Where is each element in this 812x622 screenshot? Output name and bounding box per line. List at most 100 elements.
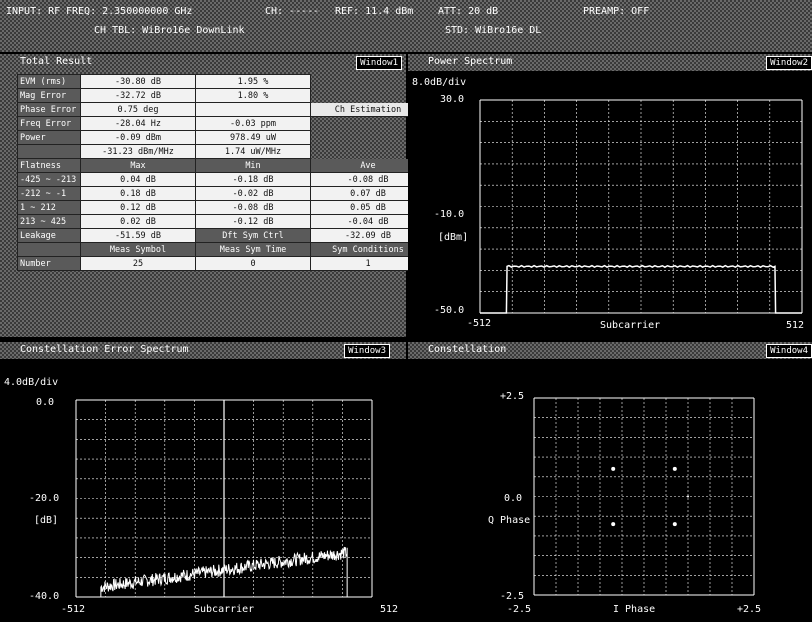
table-row: Mag Error -32.72 dB 1.80 % bbox=[17, 88, 426, 103]
attenuation-readout: ATT: 20 dB bbox=[438, 6, 499, 17]
leakage-value: -51.59 dB bbox=[80, 228, 196, 243]
flatness-min: -0.12 dB bbox=[195, 214, 311, 229]
value-db: -30.80 dB bbox=[80, 74, 196, 89]
value-db: -31.23 dBm/MHz bbox=[80, 144, 196, 159]
flatness-min: -0.02 dB bbox=[195, 186, 311, 201]
error-spectrum-plot bbox=[75, 399, 373, 598]
symbol-header-cell: Meas Sym Time bbox=[195, 242, 311, 257]
flatness-ave: 0.05 dB bbox=[310, 200, 426, 215]
error-spectrum-y-top: 0.0 bbox=[36, 397, 55, 408]
row-label: EVM (rms) bbox=[17, 74, 81, 89]
error-spectrum-y-bot: -40.0 bbox=[29, 591, 60, 602]
window3-tag[interactable]: Window3 bbox=[344, 344, 390, 358]
table-row: 1 ~ 212 0.12 dB -0.08 dB 0.05 dB bbox=[17, 200, 426, 215]
constellation-title-bar[interactable]: Constellation Window4 bbox=[408, 342, 812, 359]
status-header: INPUT: RF FREQ: 2.350000000 GHz CH: ----… bbox=[0, 0, 812, 52]
value-db: 0.75 deg bbox=[80, 102, 196, 117]
error-spectrum-y-unit: [dB] bbox=[34, 515, 59, 526]
flatness-ave: 0.07 dB bbox=[310, 186, 426, 201]
symbol-header-row: Meas Symbol Meas Sym Time Sym Conditions bbox=[17, 242, 426, 257]
total-result-table: EVM (rms) -30.80 dB 1.95 % Mag Error -32.72 … bbox=[17, 74, 426, 271]
constellation-title: Constellation bbox=[428, 344, 507, 355]
error-spectrum-scale: 4.0dB/div bbox=[4, 377, 59, 388]
error-spectrum-x-label: Subcarrier bbox=[194, 604, 255, 615]
standard-readout: STD: WiBro16e DL bbox=[445, 25, 542, 36]
flatness-range-label: 213 ~ 425 bbox=[17, 214, 81, 229]
power-spectrum-title: Power Spectrum bbox=[428, 56, 513, 67]
constellation-window[interactable]: +2.5 0.0 Q Phase -2.5 -2.5 I Phase +2.5 bbox=[408, 360, 812, 619]
flatness-min: -0.18 dB bbox=[195, 172, 311, 187]
power-spectrum-title-bar[interactable]: Power Spectrum Window2 bbox=[408, 54, 812, 71]
flatness-header-cell: Min bbox=[195, 158, 311, 173]
row-label: Phase Error bbox=[17, 102, 81, 117]
table-row: Phase Error 0.75 deg Ch Estimation bbox=[17, 102, 426, 117]
constellation-points bbox=[611, 466, 689, 527]
flatness-range-label: -212 ~ -1 bbox=[17, 186, 81, 201]
error-spectrum-x-left: -512 bbox=[61, 604, 86, 615]
power-spectrum-y-bot: -50.0 bbox=[434, 305, 465, 316]
table-row: -212 ~ -1 0.18 dB -0.02 dB 0.07 dB bbox=[17, 186, 426, 201]
number-sym-conditions: 1 bbox=[310, 256, 426, 271]
total-result-title: Total Result bbox=[20, 56, 93, 67]
flatness-min: -0.08 dB bbox=[195, 200, 311, 215]
symbol-header-cell bbox=[17, 242, 81, 257]
error-spectrum-title: Constellation Error Spectrum bbox=[20, 344, 189, 355]
symbol-header-cell: Meas Symbol bbox=[80, 242, 196, 257]
error-spectrum-title-bar[interactable]: Constellation Error Spectrum Window3 bbox=[0, 342, 406, 359]
power-spectrum-y-mid: -10.0 bbox=[434, 209, 465, 220]
total-result-title-bar[interactable]: Total Result Window1 bbox=[0, 54, 406, 71]
constellation-grid bbox=[533, 397, 755, 596]
flatness-max: 0.04 dB bbox=[80, 172, 196, 187]
table-row: -31.23 dBm/MHz 1.74 uW/MHz bbox=[17, 144, 426, 159]
flatness-range-label: 1 ~ 212 bbox=[17, 200, 81, 215]
leakage-mode: Dft Sym Ctrl bbox=[195, 228, 311, 243]
flatness-ave: -0.08 dB bbox=[310, 172, 426, 187]
value-db: -32.72 dB bbox=[80, 88, 196, 103]
table-row: Power -0.09 dBm 978.49 uW bbox=[17, 130, 426, 145]
constellation-y-mid: 0.0 bbox=[504, 493, 523, 504]
freq-readout: FREQ: 2.350000000 GHz bbox=[66, 6, 193, 17]
row-label: Power bbox=[17, 130, 81, 145]
flatness-header-cell: Flatness bbox=[17, 158, 81, 173]
error-spectrum-grid bbox=[75, 399, 373, 598]
constellation-point bbox=[611, 522, 616, 527]
number-row: Number 25 0 1 bbox=[17, 256, 426, 271]
power-spectrum-y-unit: [dBm] bbox=[438, 232, 469, 243]
power-spectrum-scale: 8.0dB/div bbox=[412, 77, 467, 88]
flatness-header-cell: Max bbox=[80, 158, 196, 173]
power-spectrum-x-label: Subcarrier bbox=[600, 320, 661, 331]
window4-tag[interactable]: Window4 bbox=[766, 344, 812, 358]
flatness-header-row: Flatness Max Min Ave bbox=[17, 158, 426, 173]
constellation-x-left: -2.5 bbox=[507, 604, 532, 615]
leakage-ctrl-value: -32.09 dB bbox=[310, 228, 426, 243]
value-linear bbox=[195, 102, 311, 117]
error-spectrum-y-mid: -20.0 bbox=[29, 493, 60, 504]
leakage-row: Leakage -51.59 dB Dft Sym Ctrl -32.09 dB bbox=[17, 228, 426, 243]
window1-tag[interactable]: Window1 bbox=[356, 56, 402, 70]
power-spectrum-plot bbox=[479, 99, 803, 314]
constellation-point bbox=[672, 466, 677, 471]
power-spectrum-window[interactable]: 8.0dB/div 30.0 -10.0 [dBm] -50.0 -512 Su… bbox=[408, 72, 812, 337]
constellation-x-label: I Phase bbox=[613, 604, 656, 615]
row-label: Freq Error bbox=[17, 116, 81, 131]
power-spectrum-x-left: -512 bbox=[467, 318, 492, 329]
constellation-y-label: Q Phase bbox=[488, 515, 531, 526]
ref-level-readout: REF: 11.4 dBm bbox=[335, 6, 414, 17]
table-row: 213 ~ 425 0.02 dB -0.12 dB -0.04 dB bbox=[17, 214, 426, 229]
value-linear: 1.74 uW/MHz bbox=[195, 144, 311, 159]
number-meas-symbol: 25 bbox=[80, 256, 196, 271]
value-linear: 1.80 % bbox=[195, 88, 311, 103]
flatness-max: 0.12 dB bbox=[80, 200, 196, 215]
error-spectrum-window[interactable]: 4.0dB/div 0.0 -20.0 [dB] -40.0 -512 Subc… bbox=[0, 360, 406, 619]
table-row: Freq Error -28.04 Hz -0.03 ppm bbox=[17, 116, 426, 131]
table-row: EVM (rms) -30.80 dB 1.95 % bbox=[17, 74, 426, 89]
window2-tag[interactable]: Window2 bbox=[766, 56, 812, 70]
table-row: -425 ~ -213 0.04 dB -0.18 dB -0.08 dB bbox=[17, 172, 426, 187]
constellation-point bbox=[672, 522, 677, 527]
leakage-label: Leakage bbox=[17, 228, 81, 243]
value-linear: 1.95 % bbox=[195, 74, 311, 89]
flatness-max: 0.02 dB bbox=[80, 214, 196, 229]
constellation-plot bbox=[533, 397, 755, 596]
power-spectrum-grid bbox=[479, 99, 803, 314]
value-db: -28.04 Hz bbox=[80, 116, 196, 131]
